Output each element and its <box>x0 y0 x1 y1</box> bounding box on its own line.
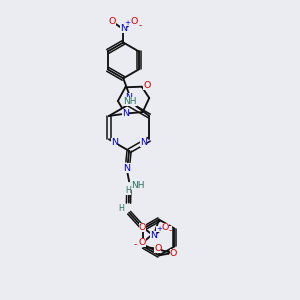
Text: N: N <box>150 231 157 240</box>
Text: -: - <box>138 21 142 30</box>
Text: O: O <box>161 223 169 232</box>
Text: H: H <box>125 186 131 195</box>
Text: O: O <box>131 17 138 26</box>
Text: O: O <box>139 238 146 247</box>
Text: N: N <box>122 109 129 118</box>
Text: NH: NH <box>131 181 144 190</box>
Text: O: O <box>143 81 151 90</box>
Text: NH: NH <box>123 97 136 106</box>
Text: O: O <box>169 248 177 257</box>
Text: N: N <box>140 138 147 147</box>
Text: O: O <box>139 223 146 232</box>
Text: N: N <box>123 164 130 173</box>
Text: +: + <box>156 226 162 232</box>
Text: +: + <box>124 20 130 26</box>
Text: N: N <box>126 93 133 102</box>
Text: -: - <box>169 226 172 236</box>
Text: O: O <box>154 244 161 253</box>
Text: N: N <box>120 24 127 33</box>
Text: H: H <box>118 204 124 213</box>
Text: N: N <box>111 138 118 147</box>
Text: O: O <box>108 17 116 26</box>
Text: -: - <box>134 240 137 249</box>
